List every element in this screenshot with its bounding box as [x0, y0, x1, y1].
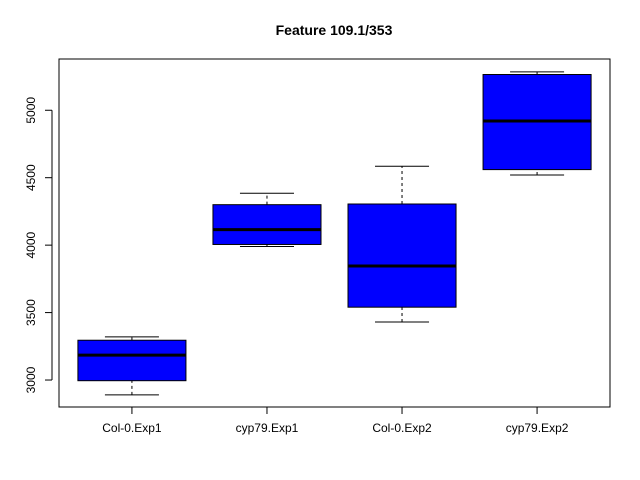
y-tick-label-3000: 3000 — [24, 366, 38, 393]
y-tick-label-4000: 4000 — [24, 231, 38, 258]
y-tick-label-5000: 5000 — [24, 97, 38, 124]
box-cyp79-exp1 — [212, 204, 322, 245]
plot-frame — [58, 58, 611, 408]
y-tick-label-4500: 4500 — [24, 164, 38, 191]
x-tick-label-cyp79-exp1: cyp79.Exp1 — [236, 421, 299, 435]
plot-area: Col-0.Exp1 cyp79.Exp1 Col-0.Exp2 cyp79.Exp2… — [24, 58, 611, 435]
box-col-0-exp1 — [77, 339, 187, 382]
chart-title: Feature 109.1/353 — [276, 22, 393, 38]
x-tick-label-col-0-exp2: Col-0.Exp2 — [372, 421, 432, 435]
box-col-0-exp2 — [347, 203, 457, 308]
y-tick-label-3500: 3500 — [24, 299, 38, 326]
x-tick-label-col-0-exp1: Col-0.Exp1 — [102, 421, 162, 435]
x-tick-label-cyp79-exp2: cyp79.Exp2 — [506, 421, 569, 435]
